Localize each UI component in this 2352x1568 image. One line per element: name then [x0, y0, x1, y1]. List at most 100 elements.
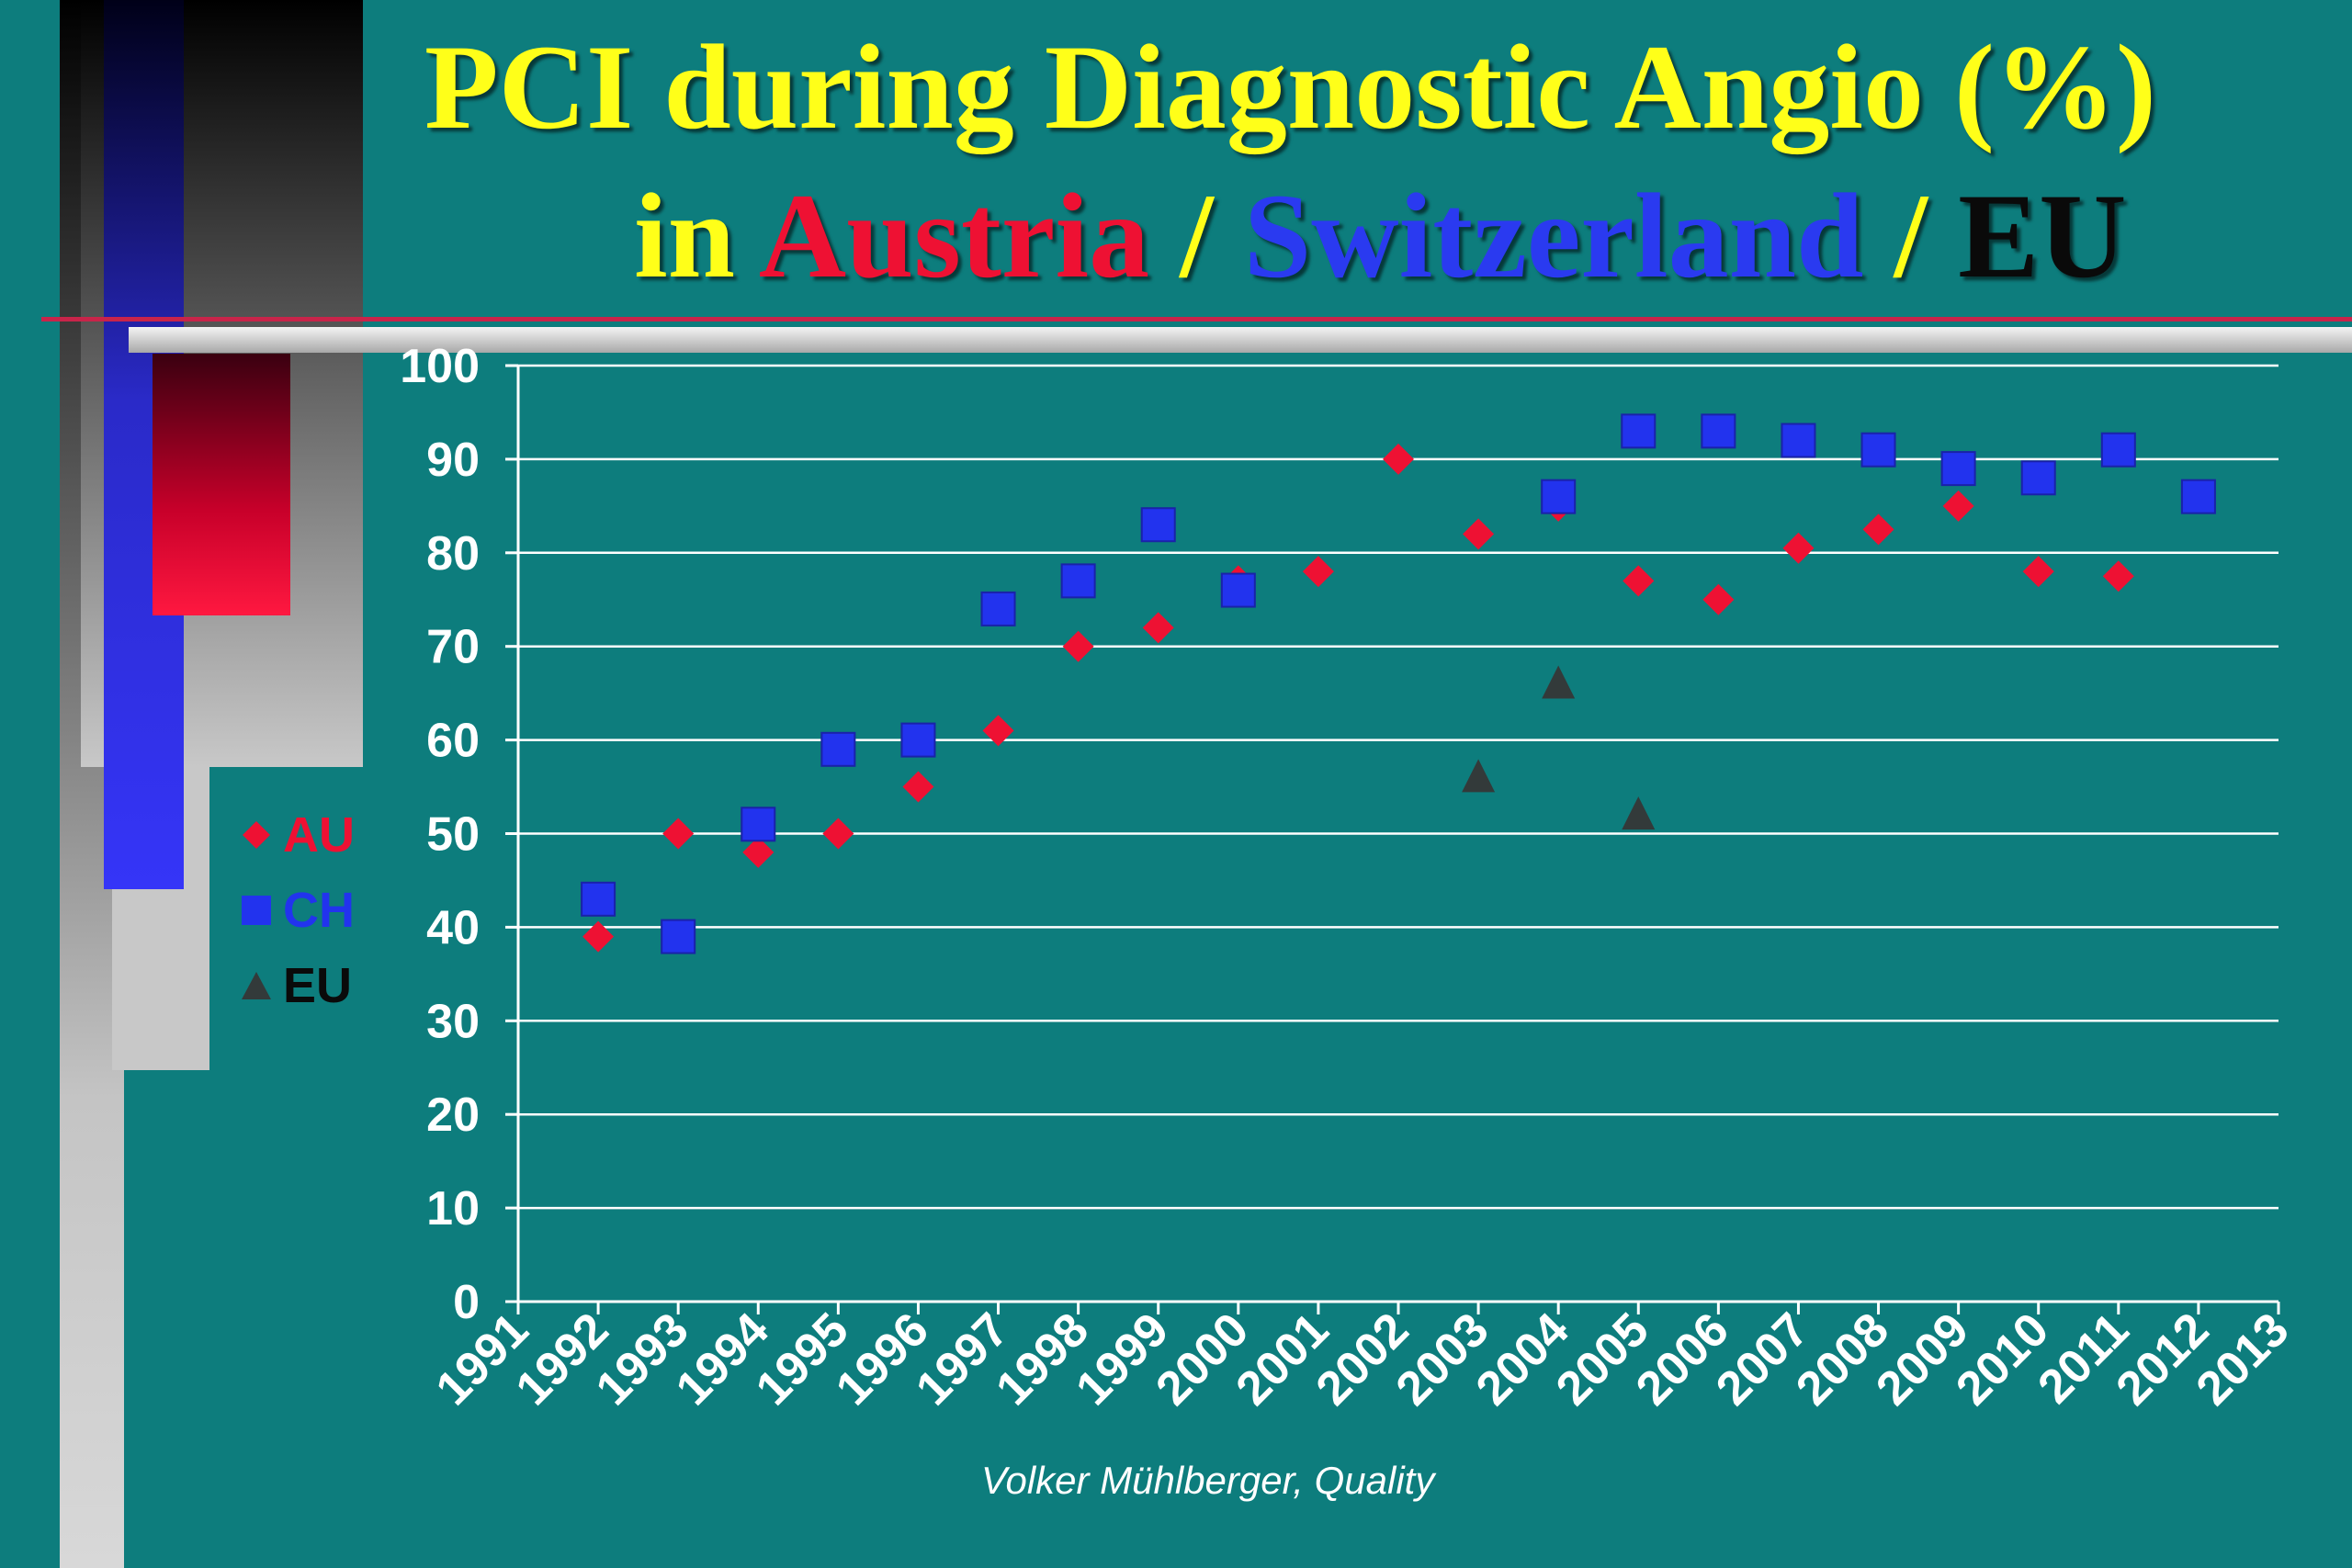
x-tick-label: 1994: [666, 1303, 779, 1416]
point-au-diamond: [1062, 630, 1094, 662]
point-ch-square: [741, 807, 776, 842]
point-ch-square: [1621, 413, 1657, 449]
point-au-diamond: [742, 836, 775, 868]
axis-layer: [505, 364, 2280, 1314]
chart-title-line2: in Austria / Switzerland / EU: [634, 165, 2127, 306]
x-tick-label: 2008: [1786, 1303, 1899, 1416]
x-tick-label: 2002: [1306, 1303, 1419, 1416]
y-tick-label: 0: [453, 1276, 480, 1329]
x-tick-label: 1997: [906, 1303, 1019, 1416]
decor-red-bar: [153, 354, 290, 615]
title-eu: EU: [1958, 168, 2127, 303]
grid-layer: [518, 364, 2278, 1210]
point-au-diamond: [902, 771, 934, 803]
point-au-diamond: [582, 920, 615, 953]
point-au-diamond: [982, 715, 1014, 747]
point-ch-square: [900, 722, 936, 758]
point-au-diamond: [1383, 443, 1414, 475]
x-tick-label: 2003: [1386, 1303, 1499, 1416]
x-tick-label: 2007: [1706, 1303, 1819, 1416]
title-austria: Austria: [758, 168, 1150, 303]
data-points: [581, 413, 2216, 954]
legend-label-eu: EU: [283, 958, 353, 1013]
legend-label-au: AU: [283, 807, 355, 863]
point-ch-square: [1220, 572, 1256, 608]
y-tick-label: 40: [426, 901, 480, 954]
point-ch-square: [1860, 432, 1896, 468]
point-ch-square: [1781, 423, 1816, 458]
point-ch-square: [2020, 460, 2056, 496]
credit-text: Volker Mühlberger, Quality: [981, 1459, 1435, 1502]
x-tick-label: 1998: [986, 1303, 1099, 1416]
point-au-diamond: [1463, 518, 1495, 550]
x-tick-label: 1995: [746, 1303, 859, 1416]
title-underline-bar: [129, 327, 2352, 353]
legend-item-au: AU: [237, 797, 355, 873]
x-tick-label: 1999: [1066, 1303, 1179, 1416]
point-ch-square: [1701, 413, 1736, 449]
point-eu-triangle: [1462, 759, 1496, 793]
x-tick-label: 2009: [1866, 1303, 1979, 1416]
y-tick-labels: 0 10 20 30 40 50 60 70 80 90 100: [400, 340, 480, 1329]
chart-title-line1: PCI during Diagnostic Angio (%): [424, 19, 2156, 154]
x-tick-label: 2012: [2107, 1303, 2220, 1416]
point-ch-square: [820, 731, 856, 767]
x-tick-label: 1993: [586, 1303, 699, 1416]
legend-label-ch: CH: [283, 883, 355, 938]
x-tick-label: 1996: [826, 1303, 939, 1416]
chart-legend: AU CH EU: [237, 797, 355, 1023]
point-au-diamond: [1782, 532, 1815, 564]
x-tick-label: 2000: [1146, 1303, 1259, 1416]
y-tick-label: 80: [426, 527, 480, 581]
point-au-diamond: [2102, 560, 2134, 592]
point-au-diamond: [662, 818, 695, 850]
point-au-diamond: [1302, 556, 1334, 588]
point-ch-square: [2100, 432, 2136, 468]
point-au-diamond: [2022, 556, 2054, 588]
point-au-diamond: [822, 818, 854, 850]
point-ch-square: [1060, 563, 1096, 599]
y-tick-label: 20: [426, 1089, 480, 1142]
x-tick-labels: 1991199219931994199519961997199819992000…: [426, 1303, 2300, 1416]
point-ch-square: [581, 881, 616, 917]
x-tick-label: 2005: [1546, 1303, 1659, 1416]
y-tick-label: 70: [426, 621, 480, 674]
x-tick-label: 2013: [2187, 1303, 2300, 1416]
point-ch-square: [1140, 507, 1176, 543]
diamond-icon: [243, 821, 270, 849]
x-tick-label: 1991: [426, 1303, 539, 1416]
title-in-text: in: [634, 168, 759, 303]
x-tick-label: 2010: [1946, 1303, 2059, 1416]
legend-item-ch: CH: [237, 873, 355, 948]
y-tick-label: 60: [426, 715, 480, 768]
point-au-diamond: [1942, 490, 1974, 522]
y-tick-label: 10: [426, 1182, 480, 1235]
title-switzerland: Switzerland: [1243, 168, 1864, 303]
square-icon: [242, 896, 271, 925]
point-eu-triangle: [1542, 665, 1576, 699]
title-underline-red: [41, 317, 2352, 321]
y-tick-label: 90: [426, 434, 480, 487]
point-ch-square: [661, 919, 696, 954]
x-tick-label: 2011: [2029, 1303, 2140, 1414]
x-tick-label: 1992: [506, 1303, 619, 1416]
legend-item-eu: EU: [237, 948, 355, 1023]
point-au-diamond: [1862, 513, 1894, 546]
title-separator-2: /: [1863, 168, 1959, 303]
point-ch-square: [2180, 479, 2216, 514]
point-ch-square: [980, 591, 1016, 626]
point-ch-square: [1541, 479, 1577, 514]
point-ch-square: [1940, 451, 1976, 487]
y-tick-label: 100: [400, 340, 480, 393]
x-tick-label: 2001: [1227, 1303, 1340, 1416]
point-au-diamond: [1623, 565, 1655, 597]
title-separator-1: /: [1149, 168, 1244, 303]
point-au-diamond: [1702, 583, 1735, 615]
x-tick-label: 2004: [1466, 1303, 1579, 1416]
triangle-icon: [242, 972, 271, 999]
y-tick-label: 30: [426, 995, 480, 1048]
x-tick-label: 2006: [1626, 1303, 1739, 1416]
point-au-diamond: [1142, 612, 1174, 644]
y-tick-label: 50: [426, 808, 480, 862]
